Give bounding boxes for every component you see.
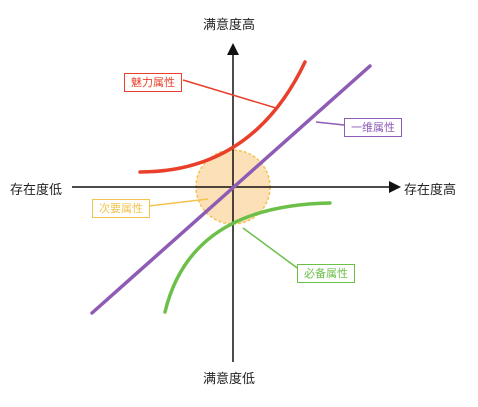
one-dimensional-line bbox=[90, 64, 372, 315]
attractive-attribute-label: 魅力属性 bbox=[124, 73, 182, 92]
one-dimensional-leader-line bbox=[315, 121, 345, 126]
must-be-leader-line bbox=[242, 227, 301, 271]
attractive-curve bbox=[138, 60, 307, 174]
attractive-leader-line bbox=[182, 79, 277, 109]
indifferent-leader-line bbox=[148, 198, 209, 207]
indifferent-attribute-label: 次要属性 bbox=[92, 199, 150, 218]
must-be-attribute-label: 必备属性 bbox=[297, 264, 355, 283]
y-axis-high-label: 满意度高 bbox=[203, 18, 256, 33]
x-axis-high-label: 存在度高 bbox=[404, 183, 457, 198]
y-axis-low-label: 满意度低 bbox=[203, 372, 256, 387]
one-dimensional-attribute-label: 一维属性 bbox=[344, 118, 402, 137]
x-axis-low-label: 存在度低 bbox=[10, 183, 63, 198]
must-be-curve bbox=[163, 201, 332, 314]
